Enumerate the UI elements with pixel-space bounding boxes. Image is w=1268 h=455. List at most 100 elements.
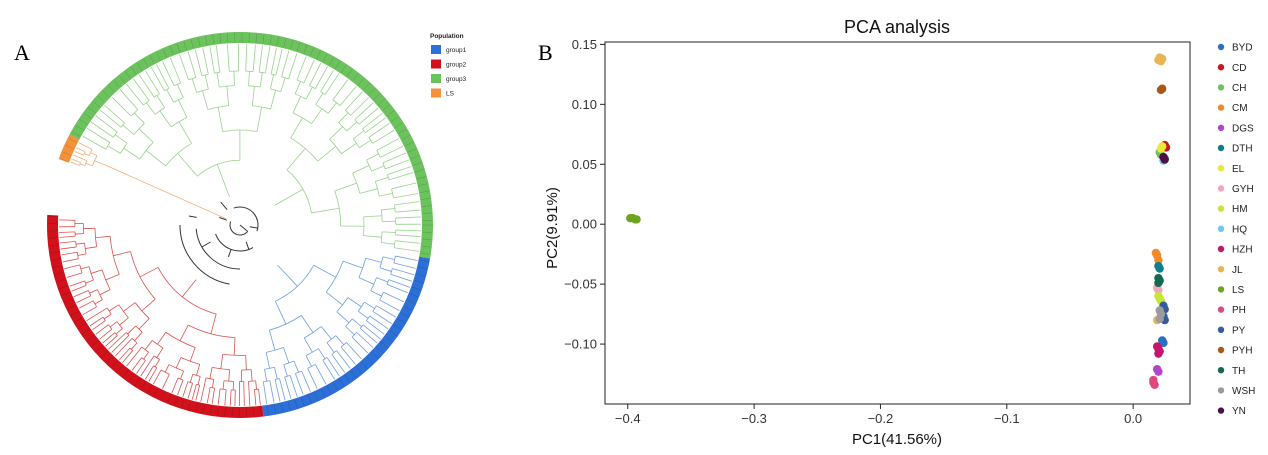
tree-branch bbox=[133, 123, 145, 135]
tree-branch bbox=[233, 337, 236, 356]
tree-branch bbox=[127, 325, 137, 335]
leaf-tip bbox=[52, 265, 62, 268]
leaf-tip bbox=[260, 406, 262, 416]
leaf-tip bbox=[91, 340, 99, 347]
leaf-tip bbox=[416, 273, 426, 277]
tree-branch bbox=[283, 364, 288, 377]
tree-branch bbox=[289, 375, 298, 397]
tree-branch bbox=[229, 389, 232, 406]
tree-branch bbox=[358, 107, 379, 125]
tree-branch bbox=[108, 332, 127, 350]
tree-branch bbox=[138, 128, 154, 143]
tree-branch bbox=[178, 121, 192, 144]
tree-branch bbox=[394, 204, 396, 213]
tree-branch bbox=[345, 109, 351, 116]
tree-branch bbox=[201, 73, 209, 77]
leaf-tip bbox=[188, 401, 191, 410]
tree-branch bbox=[393, 262, 416, 269]
tree-branch bbox=[144, 340, 153, 350]
leaf-tip bbox=[332, 382, 338, 391]
legend-label: PH bbox=[1232, 305, 1246, 316]
leaf-tip bbox=[280, 403, 284, 413]
panel-a-label: A bbox=[14, 40, 30, 65]
tree-branch bbox=[111, 96, 132, 117]
tree-branch bbox=[122, 350, 134, 363]
tree-branch bbox=[352, 165, 370, 174]
tree-branch bbox=[382, 231, 396, 233]
tree-branch bbox=[126, 346, 143, 367]
tree-branch bbox=[331, 353, 346, 373]
tree-branch bbox=[320, 69, 334, 92]
tree-branch bbox=[82, 135, 107, 150]
tree-branch bbox=[216, 164, 230, 198]
tree-branch bbox=[292, 96, 302, 114]
tree-branch bbox=[187, 383, 193, 399]
tree-branch bbox=[204, 74, 209, 90]
legend-marker-hzh bbox=[1217, 245, 1225, 253]
leaf-tip bbox=[344, 374, 351, 383]
leaf-tip bbox=[386, 110, 395, 117]
legend-marker-hq bbox=[1217, 225, 1225, 232]
tree-branch bbox=[336, 350, 351, 369]
tree-branch bbox=[395, 216, 421, 219]
tree-backbone bbox=[219, 217, 228, 221]
tree-branch-ls bbox=[102, 163, 227, 220]
leaf-tip bbox=[50, 251, 59, 254]
tree-branch bbox=[329, 126, 344, 140]
tree-branch bbox=[395, 229, 421, 232]
tree-branch bbox=[202, 47, 209, 75]
legend-label: PYH bbox=[1232, 346, 1253, 357]
legend-marker-jl bbox=[1217, 266, 1225, 273]
tree-branch bbox=[294, 373, 304, 395]
tree-branch bbox=[338, 122, 347, 132]
tree-branch bbox=[99, 109, 122, 128]
tree-branch bbox=[372, 129, 395, 144]
tree-branch bbox=[254, 389, 257, 406]
tree-branch bbox=[326, 335, 337, 344]
leaf-tip bbox=[320, 389, 325, 398]
tree-branch bbox=[195, 385, 201, 401]
leaf-tip bbox=[390, 116, 399, 122]
tree-branch bbox=[387, 166, 412, 176]
tree-branch bbox=[356, 332, 374, 348]
tree-branch bbox=[248, 380, 256, 382]
tree-branch bbox=[104, 104, 125, 124]
tree-branch bbox=[114, 338, 133, 357]
tree-branch bbox=[307, 364, 316, 369]
tree-branch bbox=[248, 85, 261, 88]
data-point-hm bbox=[1154, 291, 1163, 301]
tree-branch bbox=[105, 335, 118, 347]
tree-branch bbox=[315, 92, 324, 105]
leaf-tip bbox=[398, 128, 407, 134]
leaf-tip bbox=[283, 38, 286, 48]
tree-branch bbox=[258, 45, 263, 73]
tree-branch bbox=[179, 324, 189, 341]
tree-branch bbox=[318, 348, 326, 359]
tree-branch bbox=[62, 258, 79, 263]
leaf-tip bbox=[310, 47, 314, 57]
legend-label: BYD bbox=[1232, 43, 1253, 54]
tree-branch bbox=[338, 112, 349, 123]
tree-branch bbox=[164, 364, 170, 373]
tree-branch bbox=[362, 324, 381, 340]
data-point-dth bbox=[1155, 264, 1164, 273]
tree-branch bbox=[102, 332, 116, 344]
leaf-tip bbox=[409, 293, 419, 298]
tree-branch bbox=[79, 162, 81, 166]
legend-label: CD bbox=[1232, 63, 1246, 74]
tree-branch bbox=[390, 273, 413, 282]
leaf-tip bbox=[49, 244, 59, 246]
leaf-tip bbox=[205, 36, 208, 46]
tree-branch bbox=[141, 298, 156, 312]
tree-branch bbox=[284, 374, 291, 378]
x-tick-label: −0.3 bbox=[741, 411, 767, 426]
tree-branch bbox=[382, 256, 395, 260]
tree-branch bbox=[113, 251, 131, 257]
x-tick-label: −0.1 bbox=[994, 411, 1020, 426]
leaf-tip bbox=[267, 405, 269, 415]
tree-branch bbox=[196, 364, 201, 376]
tree-branch bbox=[383, 291, 405, 303]
tree-branch bbox=[351, 336, 369, 354]
leaf-tip bbox=[407, 148, 417, 153]
tree-branch bbox=[99, 289, 111, 296]
